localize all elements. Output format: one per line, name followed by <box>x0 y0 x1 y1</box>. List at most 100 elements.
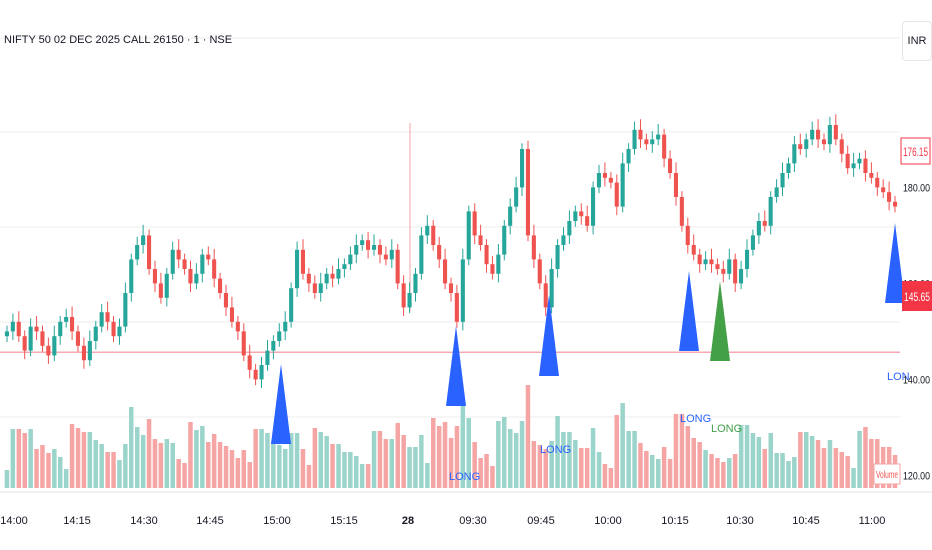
volume-bar <box>792 457 797 488</box>
candle <box>277 323 282 347</box>
candle <box>691 234 696 261</box>
volume-bar <box>283 449 288 488</box>
last-close-badge: 176.15 <box>900 137 931 165</box>
volume-bar <box>738 425 744 488</box>
candle <box>721 260 726 283</box>
candle <box>715 258 720 275</box>
candle <box>229 296 234 328</box>
time-tick-label: 09:30 <box>459 515 487 527</box>
candle <box>40 325 45 352</box>
candle <box>466 205 471 266</box>
volume-bar <box>300 449 306 488</box>
candle <box>798 133 803 155</box>
candle <box>318 272 323 302</box>
candle <box>727 248 732 280</box>
time-tick-label: 10:30 <box>726 515 754 527</box>
volume-bar <box>442 422 448 488</box>
candle <box>34 316 39 340</box>
candle <box>235 316 240 340</box>
time-tick-label: 14:00 <box>0 515 28 527</box>
candle <box>614 174 619 216</box>
volume-bar <box>22 433 27 488</box>
volume-bar <box>111 452 116 488</box>
volume-bar <box>377 431 383 488</box>
candle <box>620 152 625 213</box>
volume-bar <box>537 445 543 488</box>
volume-bar <box>857 431 862 488</box>
volume-bar <box>40 445 45 488</box>
candle <box>857 152 862 170</box>
volume-bar <box>211 434 217 488</box>
volume-bar <box>158 443 164 488</box>
volume-bar <box>561 432 566 488</box>
volume-legend-badge: Volume <box>873 463 901 485</box>
volume-bar <box>324 436 329 488</box>
candle <box>10 313 15 340</box>
volume-bar <box>217 442 223 488</box>
time-tick-label: 10:45 <box>792 515 820 527</box>
candle <box>212 248 217 288</box>
volume-bar <box>656 459 661 488</box>
signal-marker: LONG <box>446 326 480 483</box>
candle <box>324 268 329 290</box>
time-tick-label: 09:45 <box>527 515 555 527</box>
candle <box>81 337 86 369</box>
volume-bar <box>679 414 685 488</box>
volume-bar <box>146 419 152 488</box>
volume-bar <box>342 452 347 488</box>
volume-bar <box>513 433 519 488</box>
candle <box>306 268 311 292</box>
volume-bar <box>815 440 821 488</box>
volume-bar <box>762 449 767 488</box>
candle <box>650 131 655 153</box>
candle <box>348 246 353 270</box>
candle <box>750 229 755 256</box>
candle <box>887 181 892 211</box>
price-tick-label: 140.00 <box>903 374 930 386</box>
signal-marker: LONG <box>710 281 742 435</box>
candle <box>200 248 205 283</box>
volume-bar <box>265 433 270 488</box>
signal-label: LONG <box>680 413 711 425</box>
chart-title: NIFTY 50 02 DEC 2025 CALL 26150 · 1 · NS… <box>4 34 232 46</box>
candle <box>662 128 667 168</box>
candle <box>383 246 388 266</box>
time-tick-label: 15:00 <box>263 515 291 527</box>
candle <box>253 364 258 386</box>
signal-label: LONG <box>449 471 480 483</box>
candle <box>366 232 371 259</box>
volume-bar <box>140 435 146 488</box>
time-tick-label: 28 <box>402 515 414 527</box>
candle <box>555 239 560 278</box>
volume-bar <box>644 451 649 488</box>
candle <box>821 133 826 150</box>
candle <box>816 119 821 148</box>
time-tick-label: 10:00 <box>594 515 622 527</box>
time-axis[interactable]: 14:00 14:15 14:30 14:45 15:00 15:15 28 09:30 09:… <box>0 515 885 527</box>
volume-bar <box>401 435 406 488</box>
volume-bar <box>318 432 323 488</box>
volume-bar <box>786 461 791 488</box>
candle <box>768 191 773 235</box>
time-tick-label: 14:45 <box>196 515 224 527</box>
candle <box>58 316 63 345</box>
volume-bar <box>99 444 104 488</box>
volume-bar <box>821 448 827 488</box>
candle <box>739 260 744 290</box>
candle <box>638 119 643 148</box>
candle <box>218 272 223 299</box>
candle <box>496 244 501 283</box>
volume-bar <box>371 431 377 488</box>
candle <box>22 330 27 360</box>
volume-bar <box>454 426 460 488</box>
volume-bar <box>863 427 868 488</box>
current-price-label: 145.65 <box>904 290 930 304</box>
signal-marker: LON <box>885 223 910 383</box>
volume-bar <box>525 385 531 488</box>
volume-bar <box>129 407 134 488</box>
volume-bar <box>851 468 856 488</box>
volume-bar <box>117 460 122 488</box>
currency-button[interactable]: INR <box>902 21 932 61</box>
